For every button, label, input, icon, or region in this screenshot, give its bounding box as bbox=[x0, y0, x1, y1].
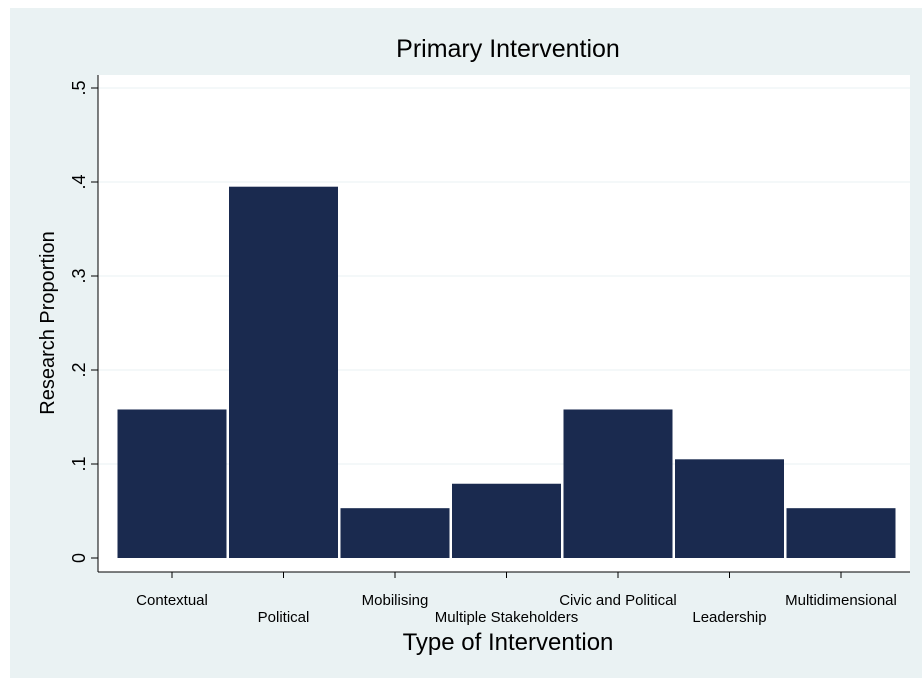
x-tick-label: Contextual bbox=[136, 592, 208, 609]
y-axis-label: Research Proportion bbox=[37, 231, 59, 414]
y-tick-label: .4 bbox=[69, 174, 89, 189]
bar bbox=[787, 508, 896, 558]
bar bbox=[229, 187, 338, 558]
x-tick-label: Multidimensional bbox=[785, 592, 897, 609]
y-axis: 0 .1 .2 .3 .4 .5 bbox=[69, 75, 98, 572]
bar bbox=[564, 409, 673, 558]
x-tick-label: Leadership bbox=[692, 609, 766, 626]
x-tick-label: Multiple Stakeholders bbox=[435, 609, 578, 626]
y-tick-label: .5 bbox=[69, 80, 89, 95]
x-axis-label: Type of Intervention bbox=[403, 629, 614, 656]
x-tick-label: Political bbox=[258, 609, 310, 626]
x-axis: Contextual Political Mobilising Multiple St… bbox=[98, 572, 910, 626]
bar bbox=[118, 409, 227, 558]
y-tick-label: .2 bbox=[69, 362, 89, 377]
bar bbox=[341, 508, 450, 558]
chart-title: Primary Intervention bbox=[396, 35, 620, 63]
y-tick-label: .3 bbox=[69, 268, 89, 283]
bar bbox=[675, 459, 784, 558]
x-tick-label: Civic and Political bbox=[559, 592, 677, 609]
bar bbox=[452, 484, 561, 558]
y-tick-label: .1 bbox=[69, 456, 89, 471]
x-tick-label: Mobilising bbox=[362, 592, 429, 609]
y-tick-label: 0 bbox=[69, 553, 89, 563]
